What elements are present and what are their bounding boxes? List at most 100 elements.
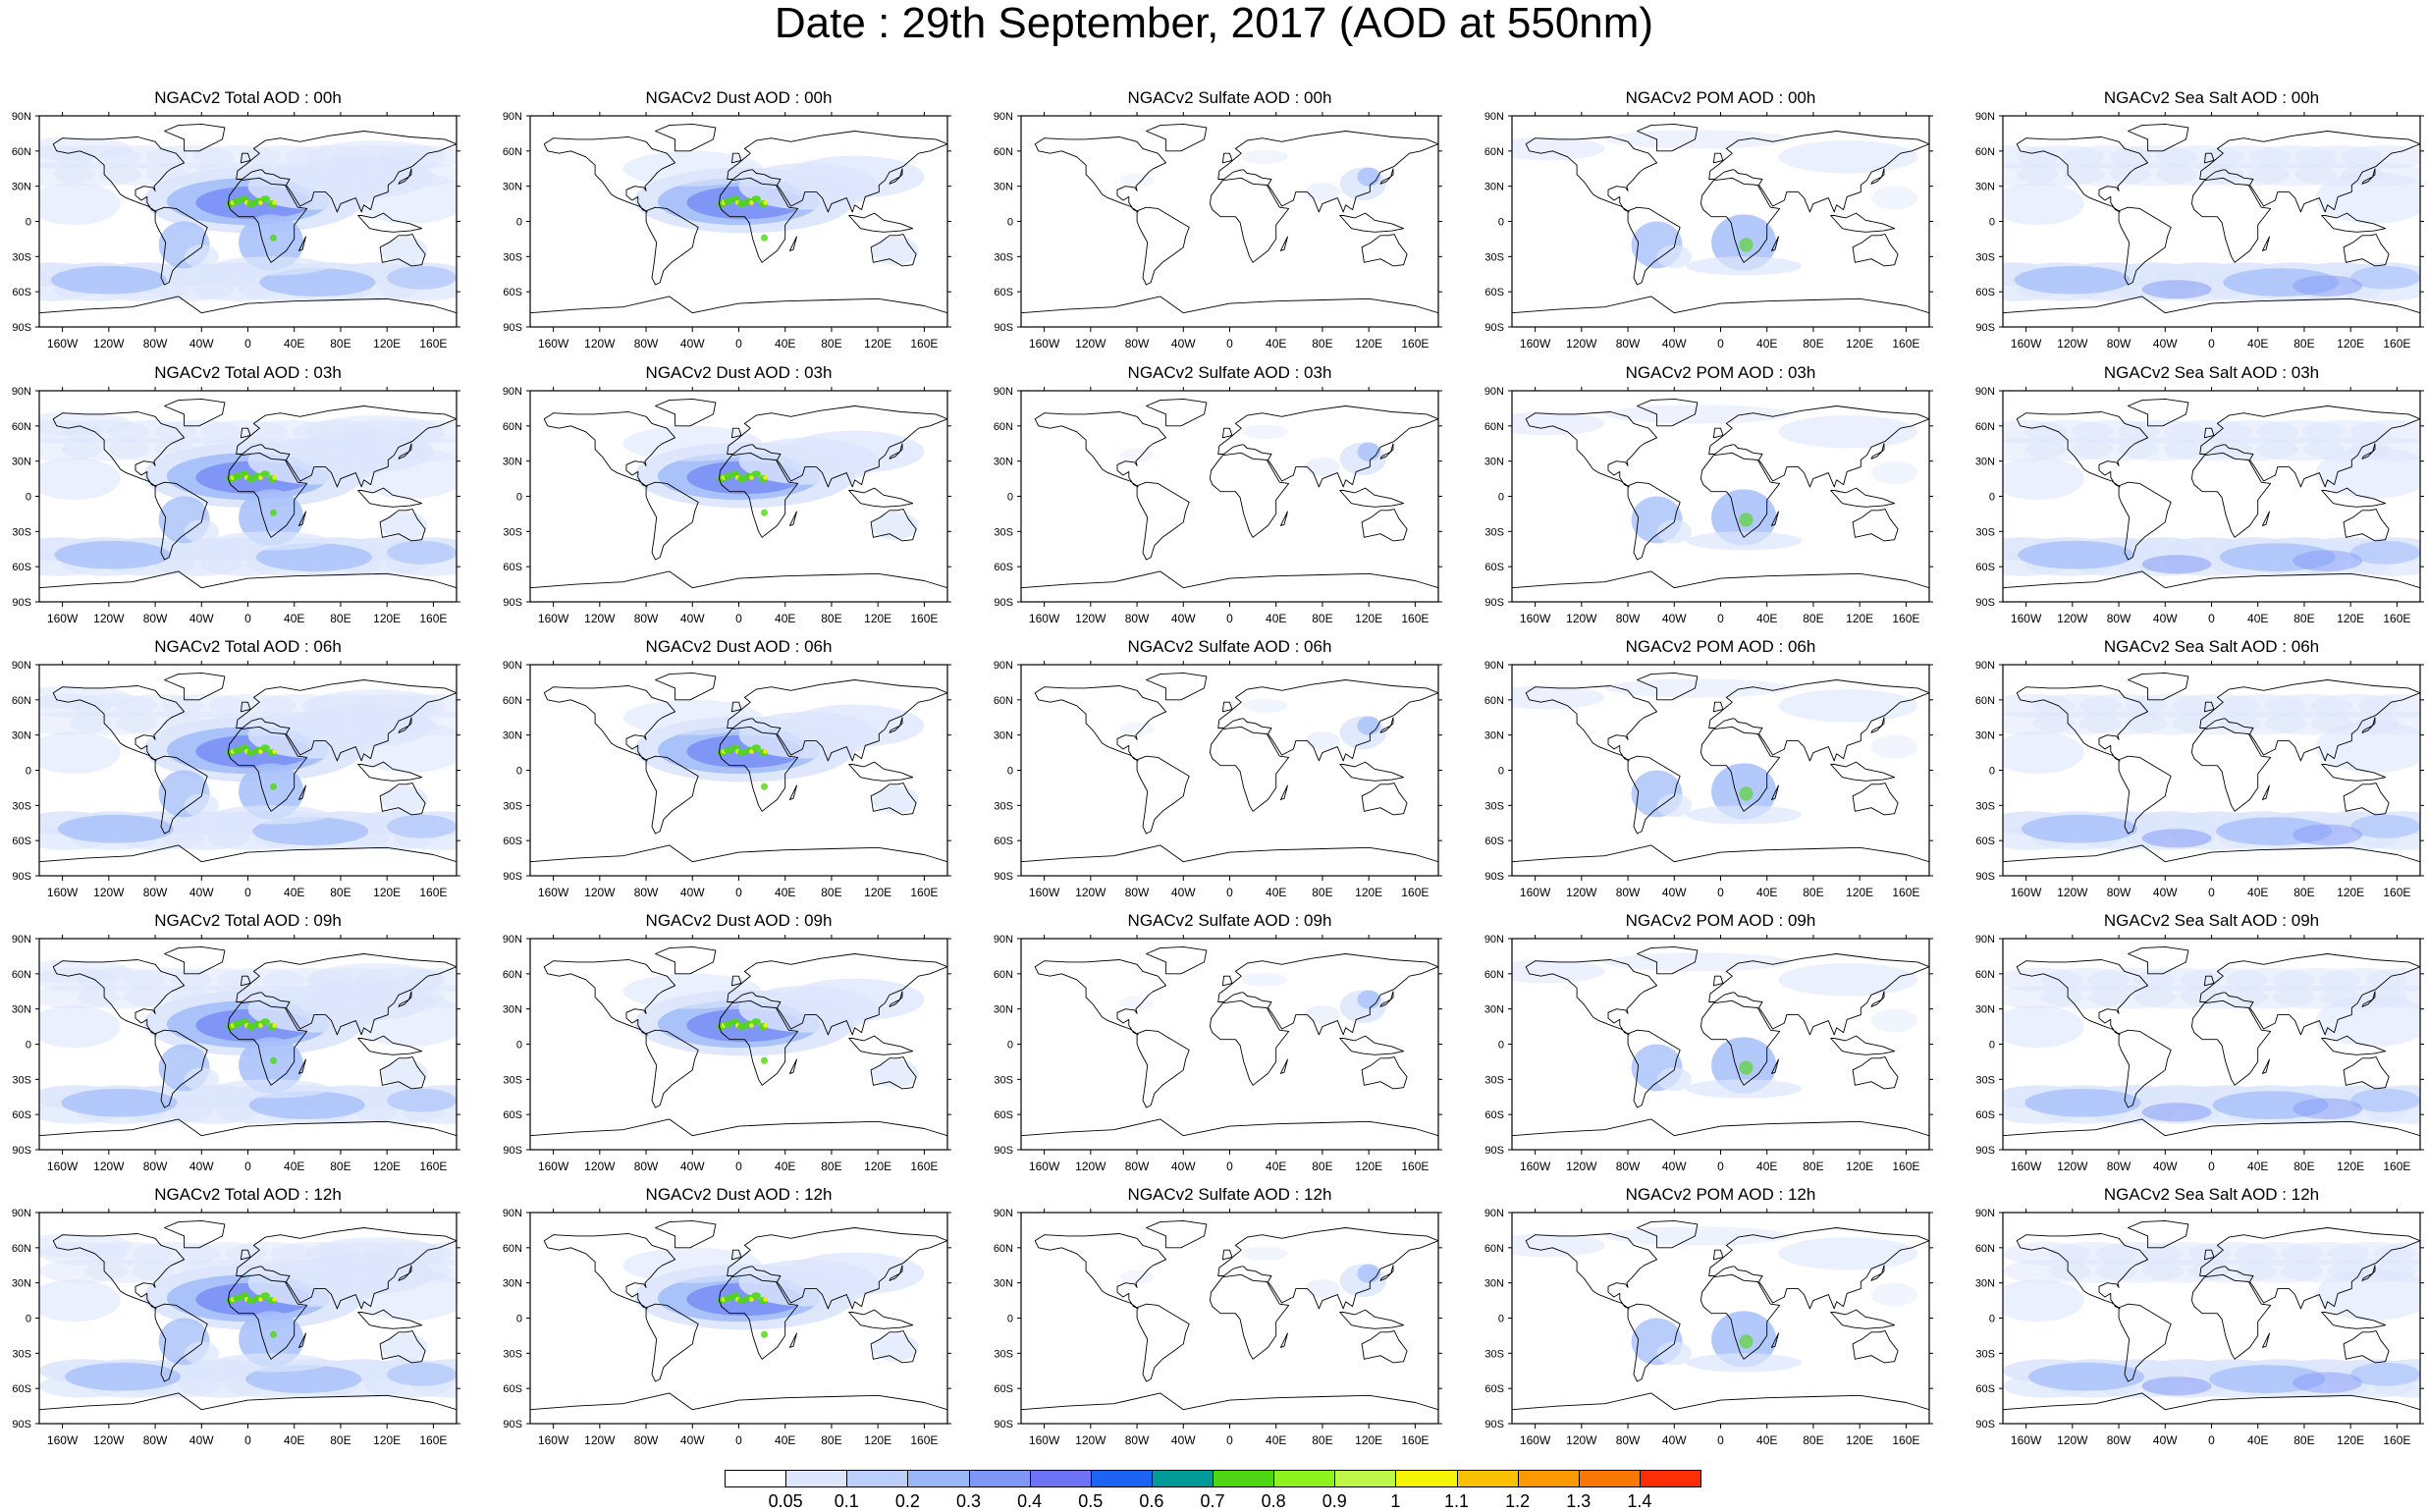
australia-outline [1361, 234, 1408, 267]
lat-tick-label: 90S [1975, 597, 1995, 609]
lat-tick-label: 60S [994, 1109, 1013, 1121]
lat-tick-label: 90S [1975, 322, 1995, 334]
lat-tick-label: 60S [1975, 1109, 1995, 1121]
antarctica-coast-outline [2003, 1118, 2420, 1137]
lon-tick-label: 80W [1616, 886, 1641, 899]
dust-high-patch [737, 475, 747, 483]
lon-tick-label: 80E [1312, 886, 1332, 899]
pom-high-patch [1739, 238, 1754, 252]
madagascar-outline [1279, 511, 1288, 526]
dust-peak-patch [763, 475, 769, 480]
eurasia-outline [727, 1227, 947, 1310]
indonesia-outline [1339, 487, 1405, 508]
panel-title: NGACv2 Sulfate AOD : 00h [1127, 88, 1332, 107]
lat-tick-label: 0 [1007, 492, 1013, 504]
lat-tick-label: 90S [12, 1419, 31, 1431]
south-america-outline [2118, 206, 2172, 286]
lon-tick-label: 120E [1355, 886, 1382, 899]
lat-tick-label: 60S [994, 287, 1013, 298]
north-america-outline [2016, 1233, 2149, 1310]
lon-tick-label: 80W [1616, 337, 1641, 351]
australia-outline [1361, 509, 1408, 542]
lat-tick-label: 0 [1989, 217, 1995, 229]
lon-tick-label: 160W [538, 886, 569, 899]
lat-tick-label: 30S [12, 800, 31, 812]
lon-tick-label: 160W [1520, 337, 1551, 351]
uk-outline [1712, 427, 1724, 439]
africa-outline [1209, 452, 1290, 538]
antarctica-coast-outline [1021, 570, 1438, 589]
north-america-outline [543, 1233, 676, 1310]
lon-tick-label: 40E [1266, 612, 1286, 625]
coastlines [1512, 945, 1929, 1137]
lon-tick-label: 120W [2057, 337, 2088, 351]
aod-patch [784, 978, 925, 1021]
dust-high-patch [233, 472, 243, 480]
lon-tick-label: 120E [2337, 337, 2364, 351]
aod-field [1512, 952, 1918, 1099]
lat-tick-label: 30N [12, 730, 31, 742]
lon-tick-label: 0 [2208, 886, 2215, 899]
uk-outline [1712, 975, 1724, 987]
map-panel-sulfate-row-2: NGACv2 Sulfate AOD : 06h 90N 60N 30N 0 30S 60S… [982, 637, 1442, 902]
coastlines [1021, 672, 1438, 863]
aod-field [1512, 1226, 1918, 1373]
lat-tick-label: 60S [503, 562, 522, 573]
map-plot: 90N 60N 30N 0 30S 60S 90S 160W 120W 80W 40W 0 40E 80E… [1484, 660, 1933, 899]
dust-high-patch [269, 509, 278, 516]
lon-tick-label: 40E [1756, 1433, 1777, 1447]
lat-tick-label: 90N [12, 1208, 31, 1219]
colorbar: 0.05 0.1 0.2 0.3 0.4 0.5 0.6 0.7 0.8 0.9 1 1.1 1.2 1.… [725, 1470, 1701, 1512]
africa-outline [1209, 1273, 1290, 1360]
aod-patch [39, 685, 133, 710]
aod-patch [1305, 1005, 1340, 1025]
eurasia-outline [1708, 405, 1929, 488]
africa-outline [1700, 726, 1781, 812]
dust-high-patch [246, 1297, 256, 1305]
africa-outline [1209, 726, 1290, 812]
africa-outline [1700, 452, 1781, 538]
lat-tick-label: 90S [503, 1419, 522, 1431]
lon-tick-label: 80E [821, 612, 841, 625]
lon-tick-label: 80W [634, 886, 659, 899]
south-america-outline [154, 206, 208, 286]
map-panel-total-row-2: NGACv2 Total AOD : 06h 90N 60N 30N 0 30S 60S 90… [0, 637, 460, 902]
aod-patch [387, 814, 457, 838]
eurasia-outline [727, 679, 947, 762]
aod-patch [1604, 952, 1791, 972]
lon-tick-label: 120E [2337, 886, 2364, 899]
lat-tick-label: 60N [12, 1243, 31, 1255]
dust-high-patch [751, 1018, 761, 1026]
lon-tick-label: 120W [93, 1160, 125, 1173]
lat-tick-label: 30S [994, 251, 1013, 263]
eurasia-outline [1217, 953, 1438, 1036]
colorbar-box [725, 1470, 787, 1487]
lat-tick-label: 90S [503, 597, 522, 609]
aod-patch [872, 785, 919, 814]
colorbar-level-label: 1.3 [1566, 1491, 1592, 1511]
aod-field [622, 1247, 925, 1362]
aod-patch [305, 140, 446, 174]
aod-patch [213, 256, 330, 276]
aod-field [1119, 1246, 1386, 1299]
lat-tick-label: 0 [1498, 1314, 1504, 1325]
lon-tick-label: 120E [2337, 612, 2364, 625]
colorbar-box [1334, 1470, 1397, 1487]
lon-tick-label: 160W [1029, 337, 1060, 351]
uk-outline [240, 427, 251, 439]
aod-patch [1870, 460, 1918, 485]
aod-patch [1512, 685, 1605, 710]
aod-patch [2141, 829, 2212, 848]
greenland-outline [1146, 945, 1208, 975]
aod-patch [39, 1233, 133, 1258]
eurasia-outline [1708, 1227, 1929, 1310]
map-plot: 90N 60N 30N 0 30S 60S 90S 160W 120W 80W 40W 0 40E 80E… [503, 1208, 951, 1447]
madagascar-outline [1770, 1332, 1779, 1348]
africa-outline [2190, 452, 2272, 538]
australia-outline [1852, 234, 1899, 267]
lon-tick-label: 0 [1717, 1160, 1724, 1173]
aod-patch [213, 1079, 330, 1099]
coastlines [39, 1219, 457, 1411]
japan-outline [889, 443, 903, 459]
dust-high-patch [246, 475, 256, 483]
